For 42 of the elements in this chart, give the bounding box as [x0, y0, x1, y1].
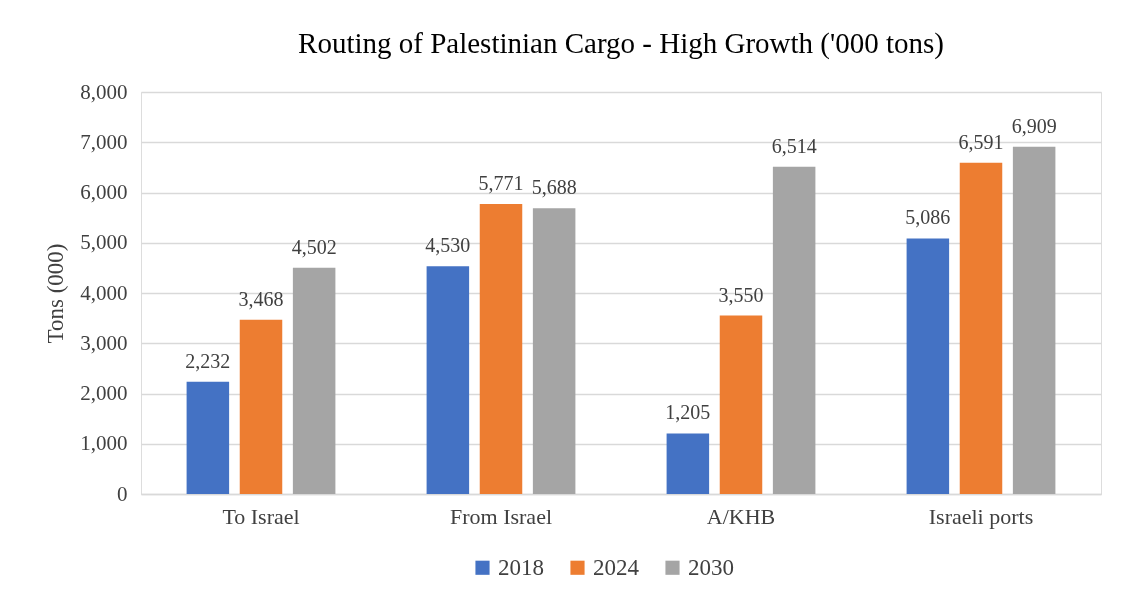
bar	[532, 208, 576, 494]
bar	[959, 162, 1003, 494]
y-tick-label: 5,000	[80, 230, 128, 255]
y-axis-title: Tons (000)	[43, 243, 69, 344]
bar	[479, 204, 523, 494]
bar	[772, 166, 816, 494]
data-label: 5,086	[905, 206, 951, 229]
x-tick-label: Israeli ports	[928, 503, 1034, 529]
y-tick-label: 7,000	[80, 129, 128, 154]
data-label: 5,771	[478, 172, 524, 195]
data-label: 2,232	[185, 349, 231, 372]
x-tick-label: To Israel	[222, 503, 300, 529]
legend-label: 2018	[498, 554, 544, 580]
legend-label: 2024	[593, 554, 640, 580]
bar	[719, 315, 763, 494]
bar	[186, 381, 230, 494]
x-tick-label: From Israel	[449, 503, 553, 529]
bar	[426, 266, 470, 494]
y-tick-label: 1,000	[80, 431, 128, 456]
y-tick-label: 0	[117, 481, 128, 506]
bar	[1012, 146, 1056, 494]
bar	[666, 433, 710, 494]
bar	[906, 238, 950, 494]
y-tick-label: 2,000	[80, 381, 128, 405]
chart-title: Routing of Palestinian Cargo - High Growth ('000 tons)	[298, 27, 944, 60]
y-tick-label: 6,000	[80, 180, 128, 204]
bar	[239, 319, 283, 494]
data-label: 3,550	[718, 283, 764, 306]
data-label: 6,591	[958, 130, 1004, 153]
x-tick-label: A/KHB	[706, 503, 776, 529]
data-label: 3,468	[238, 287, 284, 310]
data-label: 1,205	[665, 401, 711, 424]
data-label: 6,514	[771, 134, 817, 157]
data-label: 4,530	[425, 234, 471, 257]
data-label: 6,909	[1011, 114, 1057, 137]
y-tick-label: 8,000	[80, 79, 128, 104]
y-tick-label: 3,000	[80, 330, 128, 355]
bar	[292, 267, 336, 494]
data-label: 4,502	[291, 235, 337, 258]
data-label: 5,688	[531, 176, 577, 199]
y-tick-label: 4,000	[80, 280, 128, 305]
legend-label: 2030	[688, 554, 734, 580]
